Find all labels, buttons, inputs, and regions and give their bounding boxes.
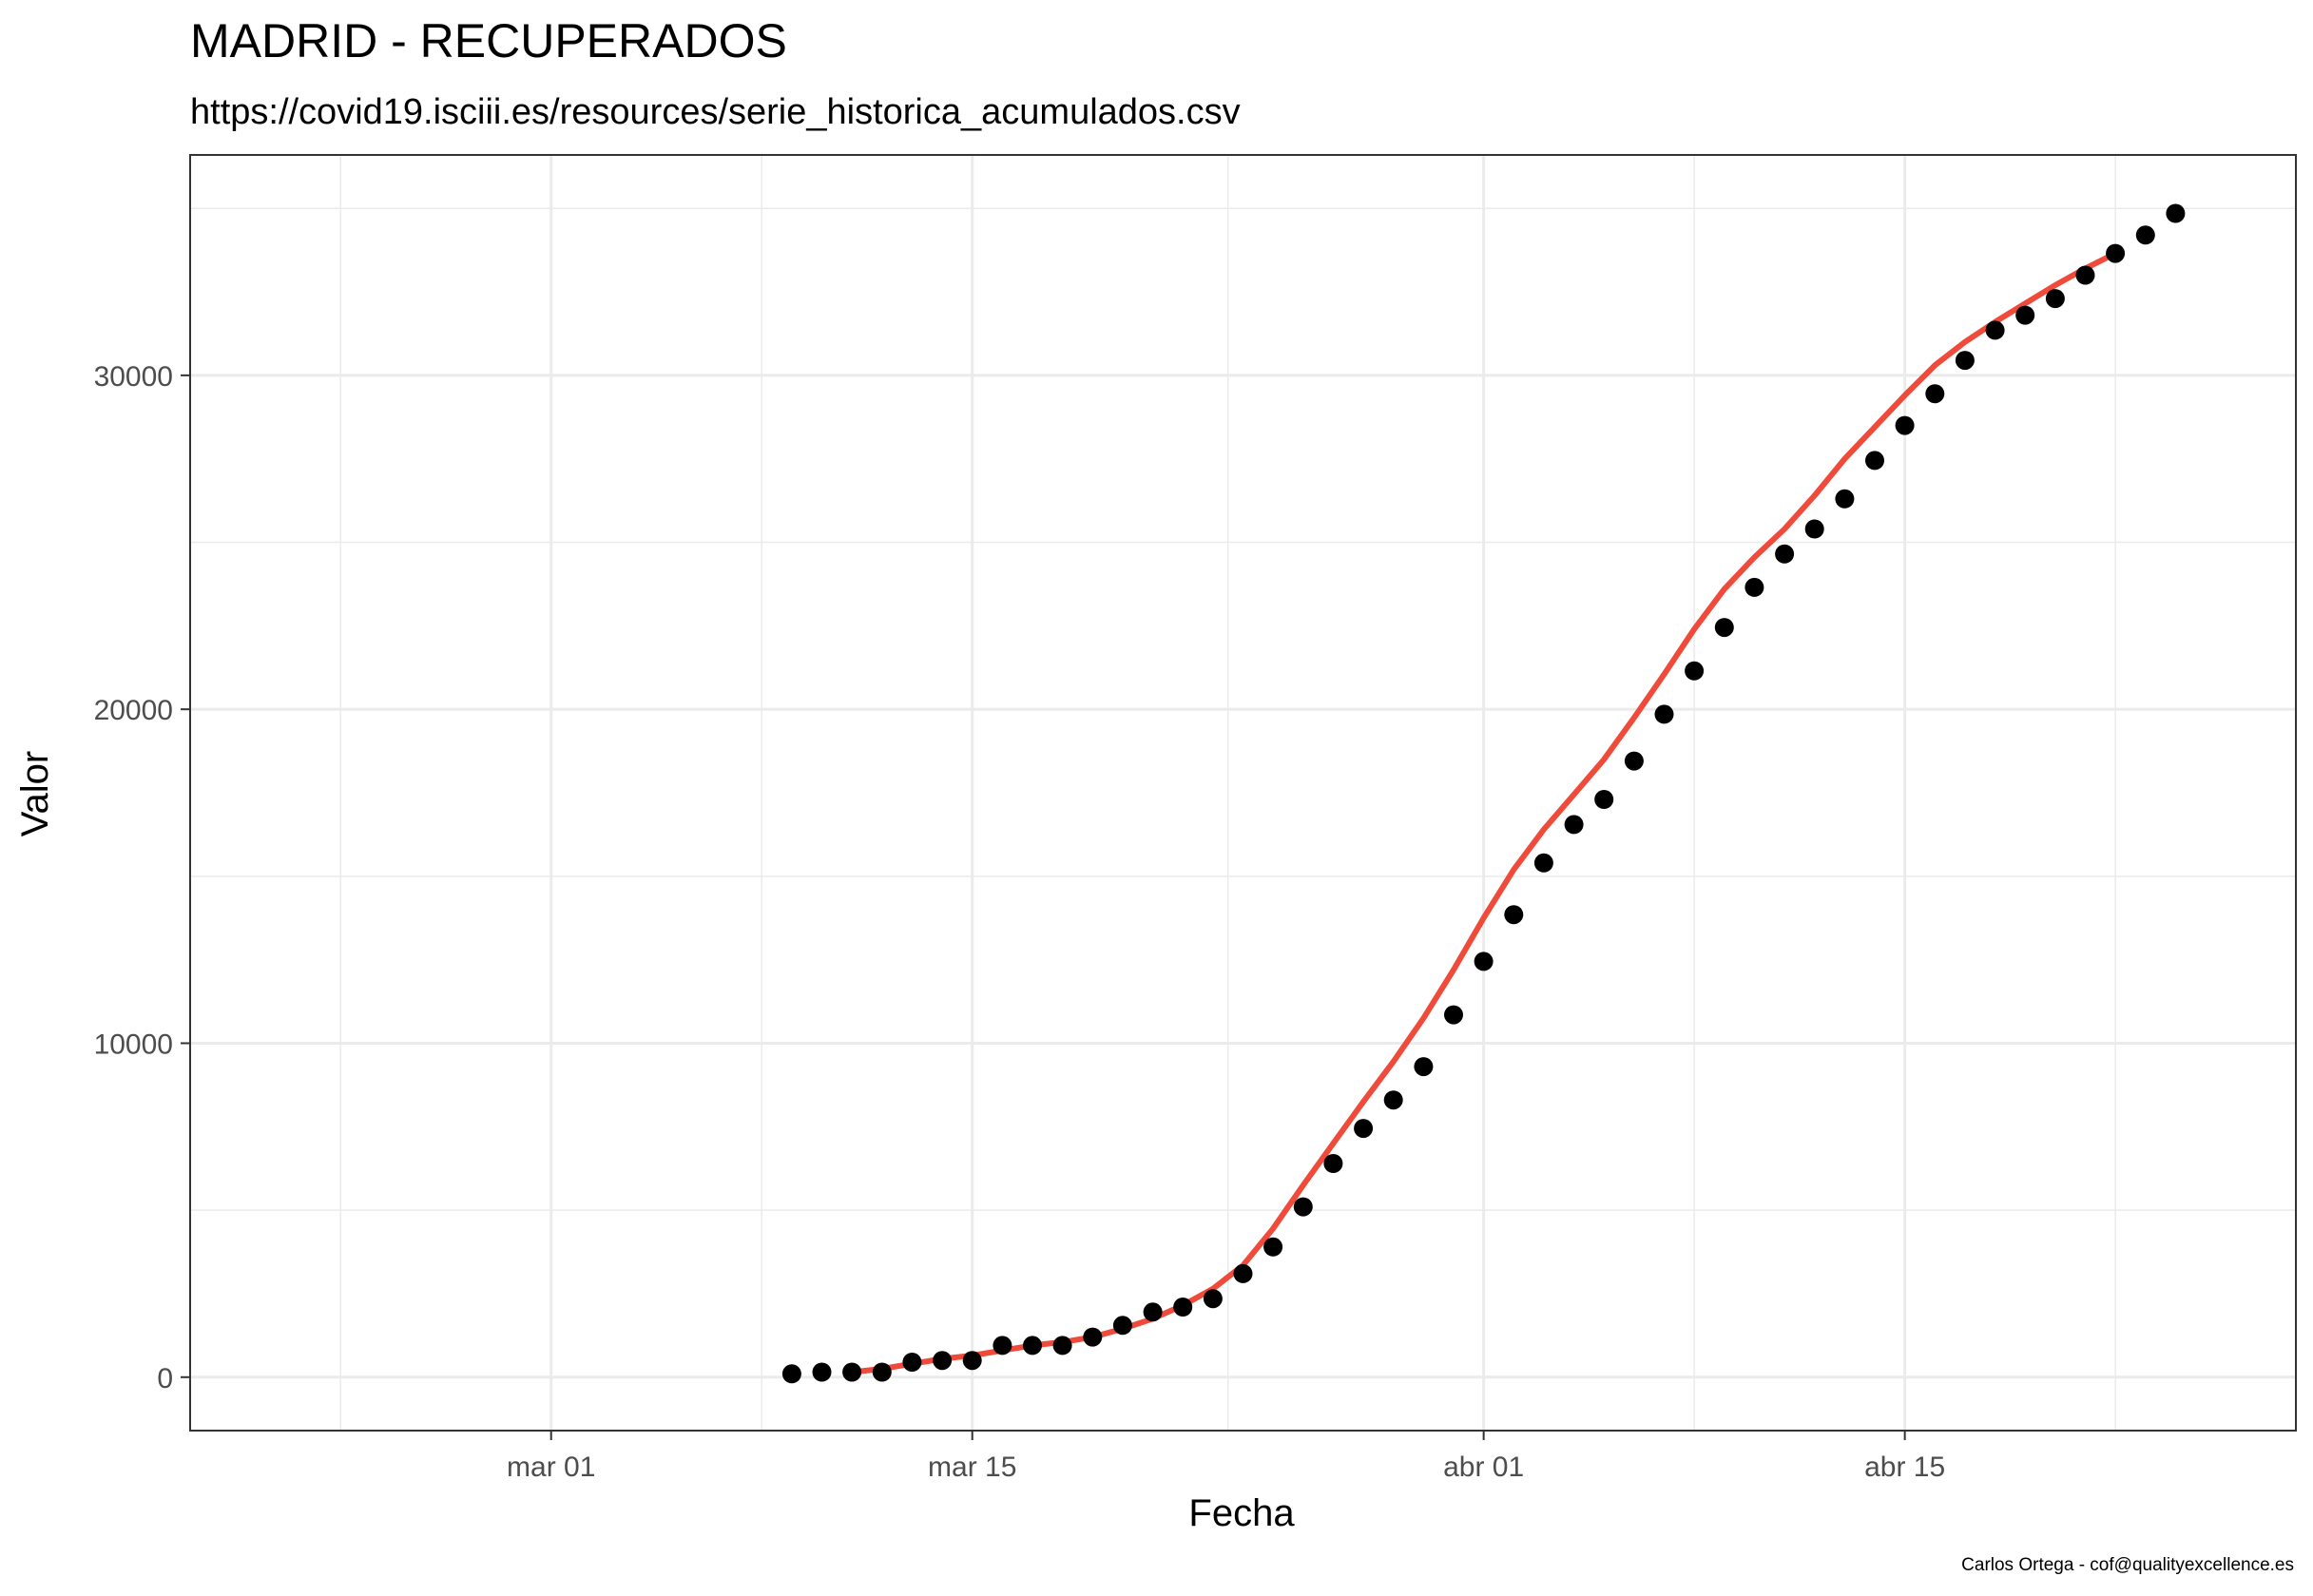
data-point	[1143, 1302, 1163, 1322]
x-tick-label: abr 15	[1864, 1452, 1945, 1483]
y-axis: 0 10000 20000 30000	[94, 361, 190, 1394]
y-tick-label: 0	[157, 1363, 173, 1394]
data-point	[1112, 1316, 1132, 1336]
data-point	[1564, 815, 1584, 835]
data-point	[1474, 952, 1494, 971]
data-point	[1023, 1336, 1042, 1356]
data-point	[1835, 489, 1855, 509]
data-point	[1775, 544, 1795, 564]
y-tick-label: 20000	[94, 695, 173, 726]
data-point	[1354, 1119, 1374, 1139]
data-point	[781, 1364, 801, 1384]
data-point	[2045, 289, 2065, 309]
chart-subtitle: https://covid19.isciii.es/resources/seri…	[190, 92, 1241, 132]
plot-border	[189, 154, 2297, 1432]
data-point	[1383, 1090, 1403, 1110]
data-point	[2015, 305, 2035, 325]
data-point	[1624, 751, 1644, 771]
data-point	[1955, 351, 1975, 371]
chart-caption: Carlos Ortega - cof@qualityexcellence.es	[1961, 1555, 2294, 1575]
data-point	[962, 1351, 982, 1371]
data-point	[1233, 1263, 1253, 1283]
data-point	[1744, 577, 1764, 597]
data-point	[1504, 905, 1524, 925]
plot-background	[190, 155, 2296, 1431]
data-point	[1083, 1327, 1103, 1347]
data-point	[902, 1353, 922, 1372]
data-point	[2135, 225, 2155, 245]
y-tick-label: 10000	[94, 1029, 173, 1060]
data-point	[1533, 853, 1553, 873]
data-point	[812, 1362, 832, 1382]
data-point	[933, 1351, 953, 1371]
data-point	[1323, 1154, 1343, 1173]
data-points	[781, 203, 2186, 1384]
data-point	[1804, 519, 1824, 539]
major-gridlines	[190, 155, 2296, 1431]
x-tick-label: mar 15	[928, 1452, 1016, 1483]
y-axis-title: Valor	[14, 751, 56, 836]
data-point	[1203, 1289, 1223, 1309]
data-point	[1654, 704, 1674, 724]
x-tick-label: abr 01	[1443, 1452, 1524, 1483]
y-tick-label: 30000	[94, 361, 173, 393]
x-axis: mar 01 mar 15 abr 01 abr 15	[507, 1431, 1945, 1483]
data-point	[2106, 243, 2126, 263]
data-point	[1414, 1057, 1434, 1077]
x-axis-title: Fecha	[1188, 1492, 1295, 1534]
data-point	[1052, 1336, 1072, 1356]
data-point	[2075, 265, 2095, 285]
x-tick-label: mar 01	[507, 1452, 595, 1483]
data-point	[1594, 790, 1614, 809]
data-point	[1293, 1197, 1313, 1217]
data-point	[1865, 451, 1884, 471]
data-point	[993, 1336, 1012, 1356]
plot-panel	[189, 154, 2297, 1432]
chart-title: MADRID - RECUPERADOS	[190, 14, 787, 67]
data-point	[1895, 415, 1915, 435]
data-point	[842, 1362, 862, 1382]
data-point	[2166, 203, 2186, 223]
data-point	[1263, 1237, 1283, 1257]
data-point	[1444, 1005, 1463, 1025]
data-point	[1714, 618, 1734, 638]
data-point	[1685, 661, 1705, 681]
data-point	[1985, 320, 2005, 340]
data-point	[1173, 1298, 1193, 1317]
minor-gridlines	[190, 155, 2296, 1431]
data-point	[872, 1362, 892, 1382]
data-point	[1925, 384, 1945, 404]
